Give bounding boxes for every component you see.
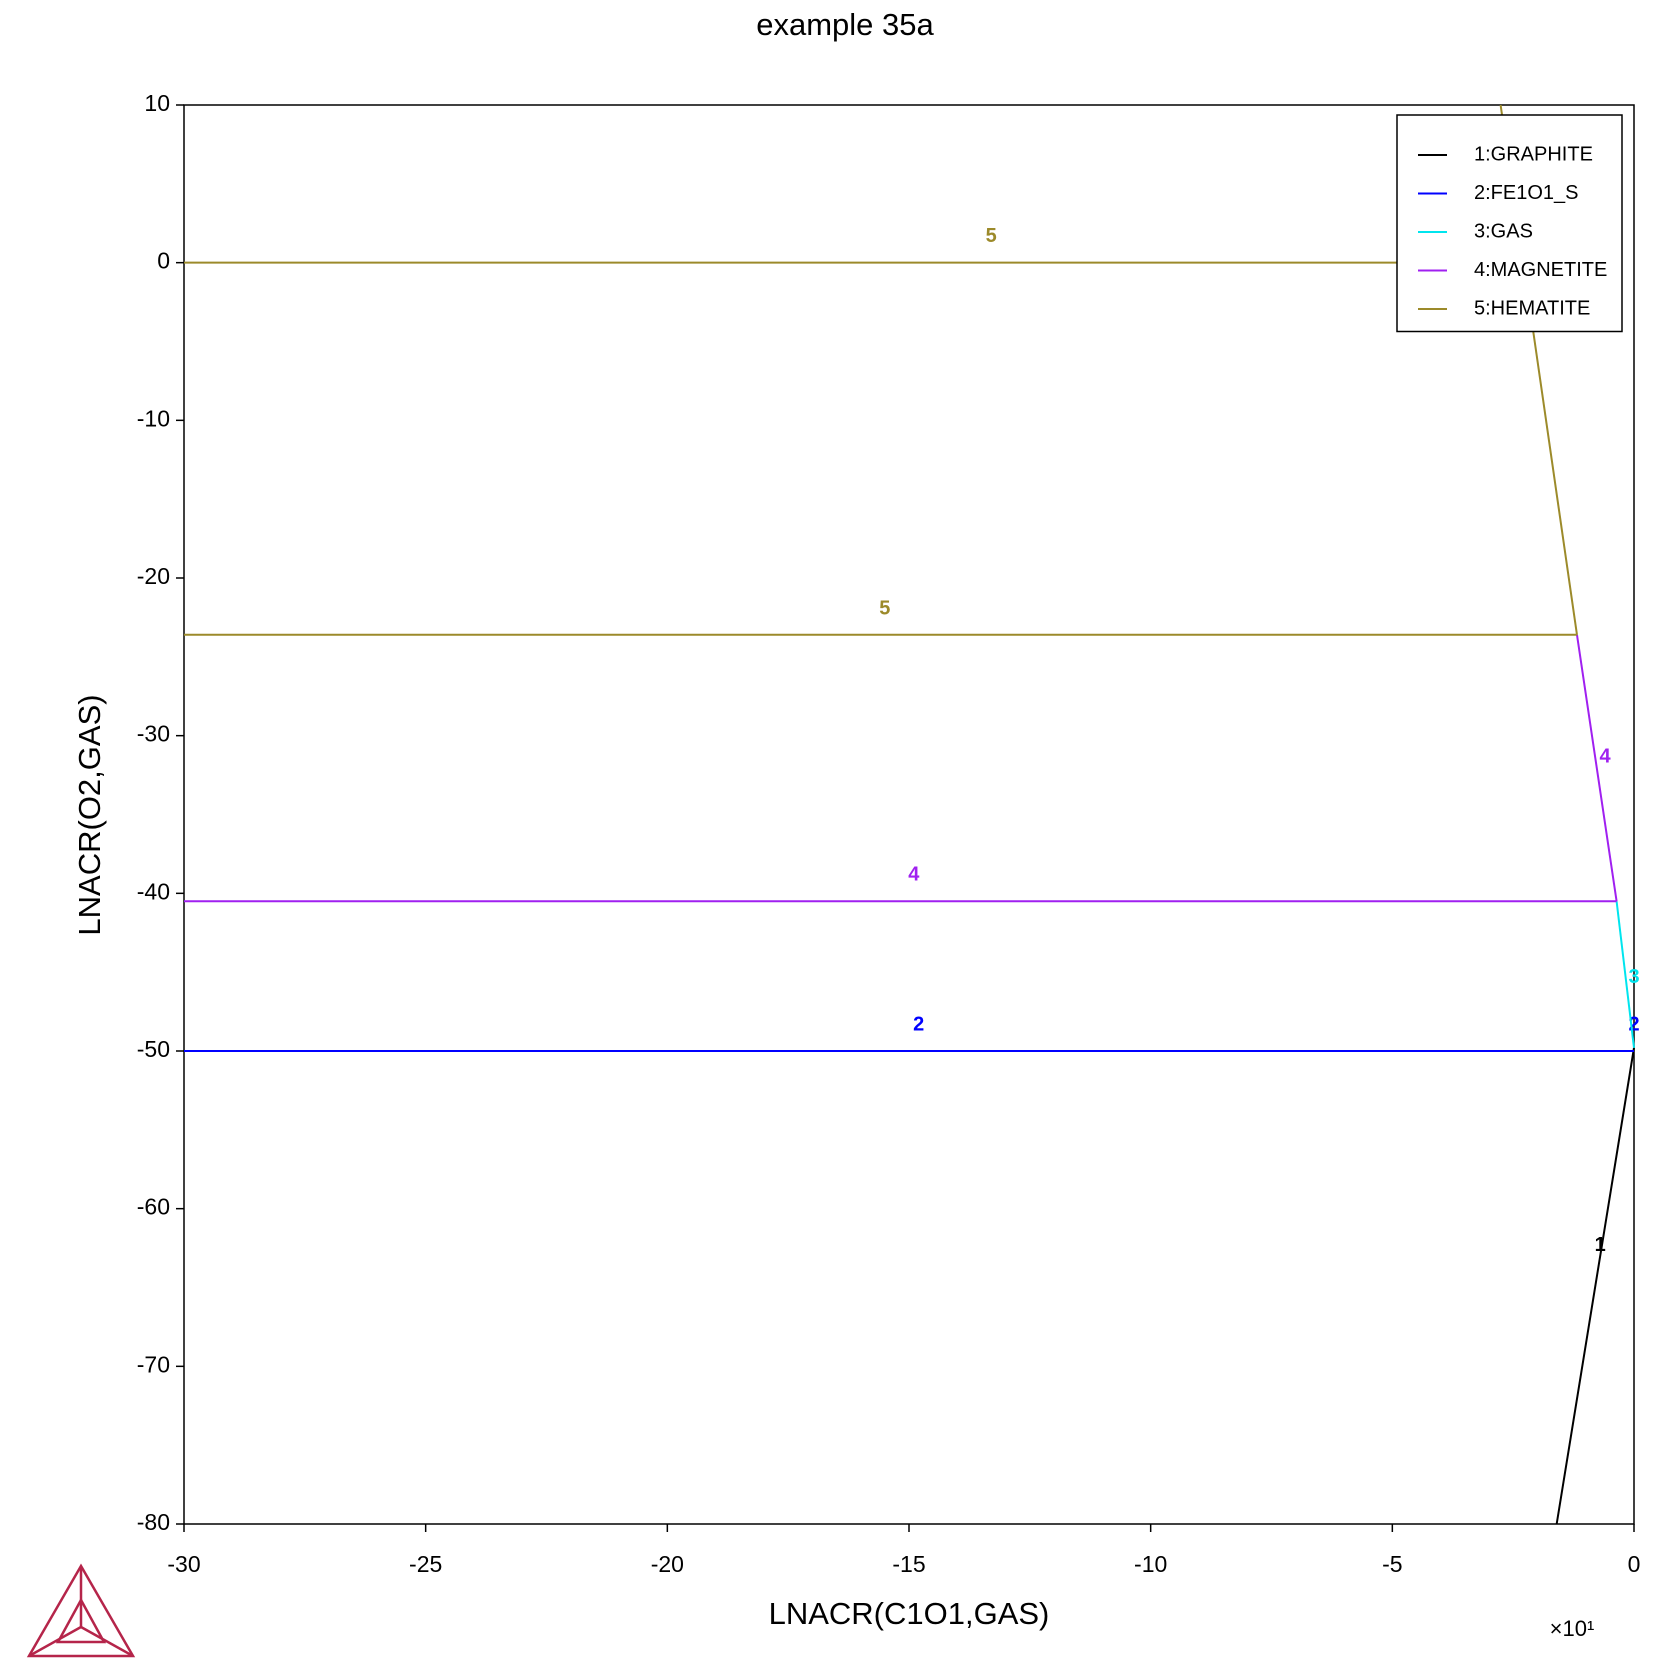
y-axis-label: LNACR(O2,GAS) [72, 694, 107, 935]
line-label: 4 [908, 864, 920, 886]
line-label: 4 [1599, 745, 1611, 767]
y-tick-label: -20 [137, 563, 170, 589]
y-tick-label: -70 [137, 1351, 170, 1377]
y-tick-label: -80 [137, 1509, 170, 1535]
legend: 1:GRAPHITE 2:FE1O1_S 3:GAS 4:MAGNETITE 5:HEM… [1396, 114, 1623, 333]
legend-label: 3:GAS [1474, 220, 1533, 242]
line-label: 5 [986, 225, 997, 247]
x-tick-label: 0 [1628, 1551, 1641, 1577]
legend-box [1396, 114, 1623, 333]
y-tick-label: 10 [144, 90, 170, 116]
line-label: 1 [1595, 1234, 1606, 1256]
line-label: 2 [913, 1014, 924, 1036]
y-tick-label: -10 [137, 405, 170, 431]
x-tick-label: -10 [1134, 1551, 1167, 1577]
phase-boundary [1615, 901, 1635, 1048]
chart-title: example 35a [756, 7, 934, 42]
phase-boundary [1555, 1047, 1635, 1525]
legend-label: 1:GRAPHITE [1474, 143, 1593, 165]
legend-label: 5:HEMATITE [1474, 297, 1590, 319]
y-tick-label: -40 [137, 878, 170, 904]
x-tick-label: -5 [1382, 1551, 1402, 1577]
x-tick-label: -25 [409, 1551, 442, 1577]
y-tick-label: -30 [137, 721, 170, 747]
x-tick-label: -30 [167, 1551, 200, 1577]
y-tick-label: -60 [137, 1194, 170, 1220]
x-tick-label: -20 [651, 1551, 684, 1577]
y-tick-label: -50 [137, 1036, 170, 1062]
x-axis-label: LNACR(C1O1,GAS) [769, 1596, 1050, 1631]
y-tick-label: 0 [157, 248, 170, 274]
line-label: 3 [1628, 966, 1639, 988]
line-label: 5 [879, 597, 890, 619]
x-multiplier: ×10¹ [1550, 1616, 1595, 1641]
logo [26, 1563, 136, 1658]
phase-boundary [1575, 634, 1618, 902]
x-tick-label: -15 [892, 1551, 925, 1577]
line-label: 2 [1628, 1014, 1639, 1036]
legend-label: 2:FE1O1_S [1474, 182, 1579, 204]
legend-label: 4:MAGNETITE [1474, 259, 1607, 281]
